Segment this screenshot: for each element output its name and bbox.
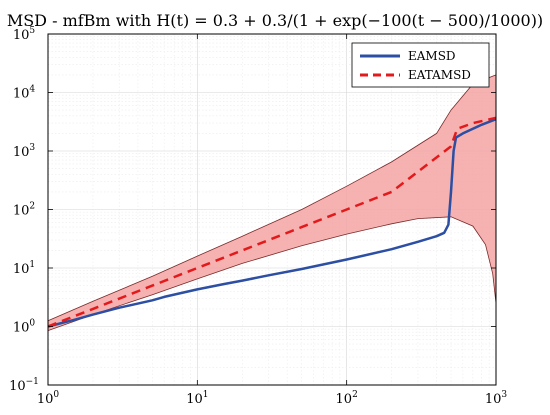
series-lines [47, 116, 497, 328]
series-line-eamsd [47, 118, 497, 328]
x-tick-label: 100 [37, 390, 60, 407]
band-lower-edge [47, 216, 497, 331]
series-line-eatamsd [47, 116, 497, 328]
y-tick-label: 104 [13, 85, 36, 102]
y-tick-label: 101 [13, 260, 35, 277]
y-tick-label: 105 [13, 26, 36, 43]
y-tick-label: 10−1 [9, 377, 39, 394]
legend-label-eamsd: EAMSD [408, 49, 456, 63]
legend: EAMSD EATAMSD [351, 42, 490, 88]
y-tick-label: 103 [13, 143, 36, 160]
y-tick-label: 100 [13, 319, 36, 336]
legend-box [351, 42, 490, 88]
x-tick-label: 103 [485, 390, 508, 407]
x-tick-label: 101 [186, 390, 208, 407]
y-tick-label: 102 [13, 202, 35, 219]
band-fill [48, 74, 496, 331]
legend-label-eatamsd: EATAMSD [408, 68, 471, 82]
confidence-band [47, 74, 497, 331]
band-upper-edge [47, 74, 497, 322]
chart-title: MSD - mfBm with H(t) = 0.3 + 0.3/(1 + ex… [7, 11, 543, 30]
x-tick-label: 102 [336, 390, 358, 407]
